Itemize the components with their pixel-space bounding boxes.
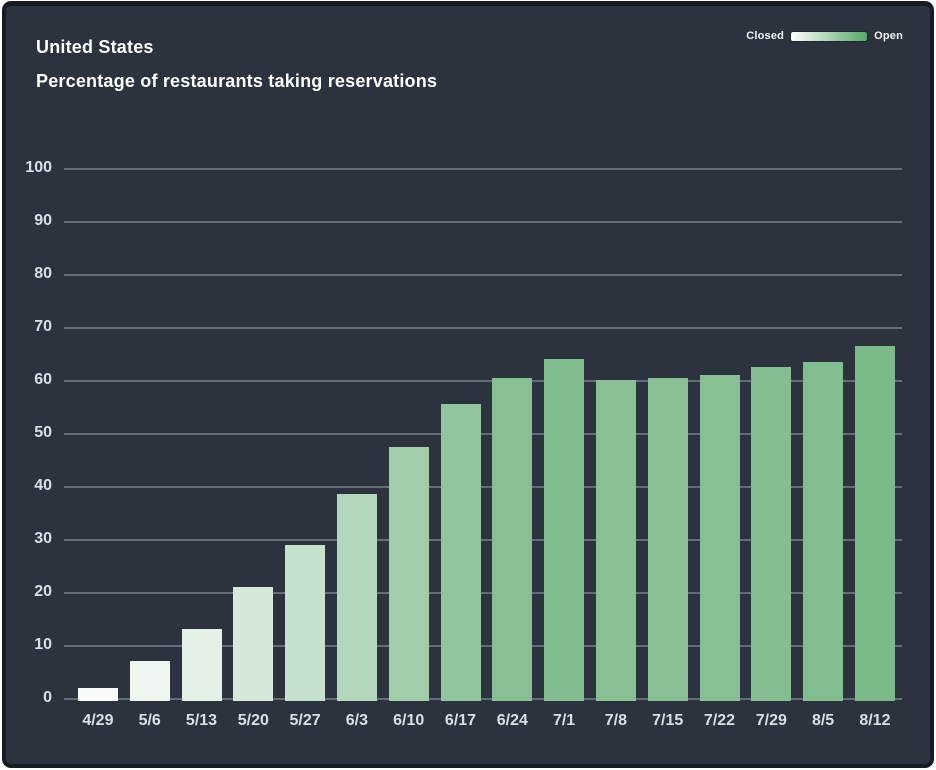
x-axis-tick-label: 7/1 (552, 712, 576, 729)
x-axis-tick-label: 7/8 (604, 712, 628, 729)
y-axis-tick-label: 10 (34, 636, 52, 653)
bar-6/3[interactable] (336, 494, 377, 701)
x-axis-tick-label: 7/22 (703, 712, 736, 729)
bar-7/22[interactable] (699, 375, 740, 701)
bar-6/10[interactable] (388, 447, 429, 701)
gridline (64, 327, 902, 329)
x-axis-tick-label: 7/15 (652, 712, 684, 729)
gridline (64, 380, 902, 382)
x-axis-tick-label: 6/3 (345, 712, 369, 729)
x-axis-tick-label: 6/10 (393, 712, 425, 729)
y-axis-tick-label: 60 (34, 371, 52, 388)
x-axis-tick-label: 8/5 (811, 712, 835, 729)
bar-5/20[interactable] (233, 587, 274, 701)
gridline (64, 433, 902, 435)
legend-gradient-swatch (790, 30, 869, 42)
bar-6/24[interactable] (492, 378, 533, 701)
y-axis-tick-label: 80 (34, 265, 52, 282)
bar-4/29[interactable] (77, 688, 118, 701)
chart-header: United States Percentage of restaurants … (36, 30, 437, 98)
y-axis-tick-label: 50 (34, 424, 52, 441)
color-scale-legend: Closed Open (746, 30, 903, 42)
x-axis-tick-label: 8/12 (859, 712, 891, 729)
legend-closed-label: Closed (746, 30, 785, 42)
bar-5/13[interactable] (181, 629, 222, 701)
bar-6/17[interactable] (440, 404, 481, 701)
y-axis-tick-label: 100 (25, 159, 52, 176)
bar-5/6[interactable] (129, 661, 170, 701)
gridline (64, 274, 902, 276)
x-axis-tick-label: 5/20 (237, 712, 269, 729)
gridline (64, 168, 902, 170)
gridline (64, 486, 902, 488)
x-axis-tick-label: 7/29 (755, 712, 787, 729)
gridline (64, 539, 902, 541)
gridline (64, 698, 902, 700)
x-axis-tick-label: 6/17 (444, 712, 477, 729)
bar-7/29[interactable] (751, 367, 792, 701)
gridline (64, 592, 902, 594)
bar-8/5[interactable] (803, 362, 844, 701)
y-axis-tick-label: 90 (34, 212, 52, 229)
chart-title: United States (36, 37, 154, 57)
y-axis-tick-label: 0 (43, 689, 52, 706)
chart-subtitle: Percentage of restaurants taking reserva… (36, 71, 438, 91)
gridline (64, 645, 902, 647)
y-axis-tick-label: 40 (34, 477, 52, 494)
bar-7/8[interactable] (595, 380, 636, 701)
bar-7/1[interactable] (544, 359, 585, 701)
y-axis-tick-label: 70 (34, 318, 52, 335)
legend-open-label: Open (874, 30, 903, 42)
bar-7/15[interactable] (647, 378, 688, 701)
y-axis-tick-label: 30 (34, 530, 52, 547)
x-axis-tick-label: 5/6 (138, 712, 161, 729)
x-axis-tick-label: 4/29 (82, 712, 114, 729)
bar-5/27[interactable] (285, 545, 326, 701)
bar-chart-plot: 0 10 20 30 40 50 60 70 80 90 100 4/29 5/6 5/13 5/20 5/2… (25, 6, 902, 764)
x-axis-tick-label: 5/27 (289, 712, 321, 729)
x-axis-tick-label: 6/24 (496, 712, 528, 729)
x-axis-tick-label: 5/13 (185, 712, 218, 729)
gridline (64, 221, 902, 223)
y-axis-tick-label: 20 (34, 583, 52, 600)
bar-8/12[interactable] (854, 346, 895, 701)
